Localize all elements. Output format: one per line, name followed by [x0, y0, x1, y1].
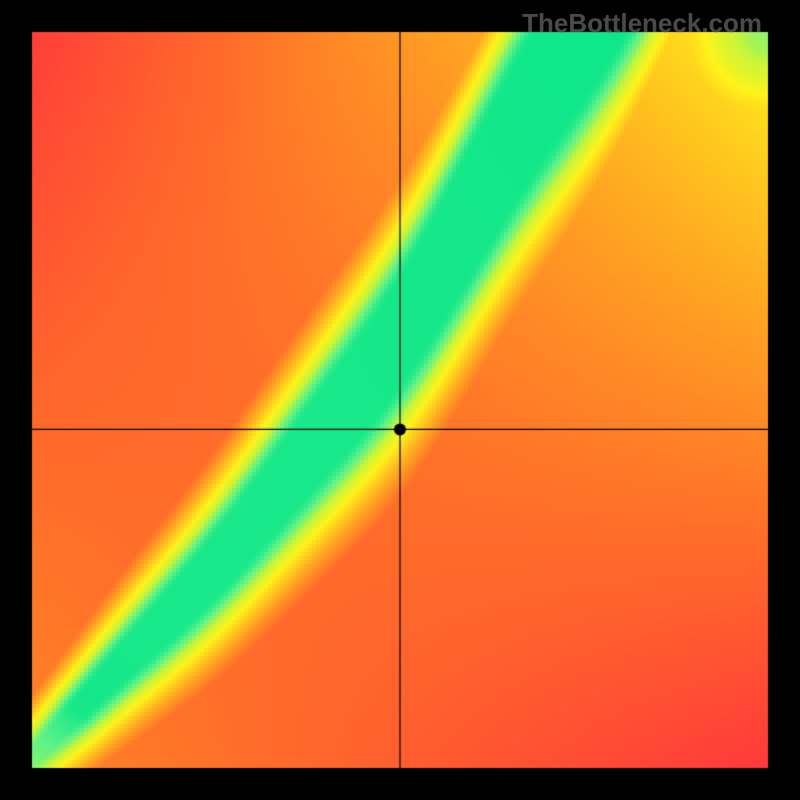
- crosshair-overlay: [0, 0, 800, 800]
- watermark-label: TheBottleneck.com: [522, 8, 762, 39]
- chart-container: { "type": "heatmap", "canvas": { "width"…: [0, 0, 800, 800]
